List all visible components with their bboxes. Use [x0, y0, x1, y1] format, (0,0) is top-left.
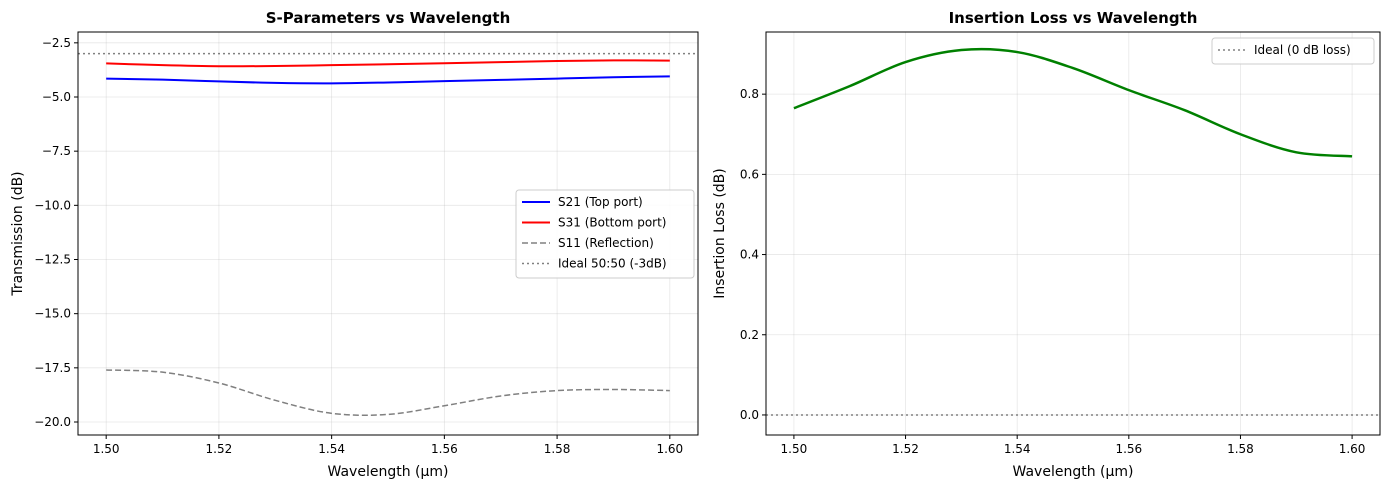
legend-label: S21 (Top port) — [558, 195, 643, 209]
y-tick-label: 0.4 — [740, 248, 759, 262]
y-axis-label: Transmission (dB) — [10, 171, 26, 296]
legend-label: S11 (Reflection) — [558, 236, 654, 250]
plot-area-frame — [77, 31, 699, 436]
y-tick-label: 0.8 — [740, 87, 759, 101]
y-tick-label: −12.5 — [34, 253, 71, 267]
chart-title: S-Parameters vs Wavelength — [266, 9, 511, 27]
x-tick-label: 1.56 — [1115, 442, 1142, 456]
x-tick-label: 1.50 — [93, 442, 120, 456]
y-tick-label: −20.0 — [34, 415, 71, 429]
x-tick-label: 1.58 — [544, 442, 571, 456]
legend-label: Ideal (0 dB loss) — [1254, 43, 1351, 57]
x-tick-label: 1.54 — [318, 442, 345, 456]
y-tick-label: −2.5 — [42, 36, 71, 50]
x-tick-label: 1.50 — [781, 442, 808, 456]
legend: Ideal (0 dB loss) — [1211, 37, 1375, 65]
chart-title: Insertion Loss vs Wavelength — [949, 9, 1198, 27]
x-tick-label: 1.60 — [1339, 442, 1366, 456]
y-tick-label: −7.5 — [42, 144, 71, 158]
legend-label: S31 (Bottom port) — [558, 216, 667, 230]
x-tick-label: 1.52 — [206, 442, 233, 456]
x-tick-label: 1.52 — [892, 442, 919, 456]
x-tick-label: 1.54 — [1004, 442, 1031, 456]
y-axis-label: Insertion Loss (dB) — [712, 168, 728, 299]
y-tick-label: −10.0 — [34, 198, 71, 212]
legend-box — [1211, 37, 1375, 65]
x-tick-label: 1.56 — [431, 442, 458, 456]
legend-box — [515, 189, 695, 279]
series-line-1 — [106, 75, 670, 85]
series-line-2 — [106, 59, 670, 68]
x-tick-label: 1.60 — [656, 442, 683, 456]
y-tick-label: 0.6 — [740, 167, 759, 181]
x-tick-label: 1.58 — [1227, 442, 1254, 456]
y-tick-label: 0.0 — [740, 408, 759, 422]
x-axis-label: Wavelength (μm) — [1013, 464, 1134, 480]
y-tick-label: −5.0 — [42, 90, 71, 104]
chart-1: 1.50 1.52 1.54 1.56 1.58 1.60 −2.5 −5.0 −7.5 −10.… — [10, 9, 699, 480]
x-axis-label: Wavelength (μm) — [328, 464, 449, 480]
series-line-1 — [793, 47, 1353, 158]
y-tick-label: 0.2 — [740, 328, 759, 342]
legend: S21 (Top port) S31 (Bottom port) S11 (Refl… — [515, 189, 695, 279]
series-line-3 — [106, 369, 670, 416]
legend-label: Ideal 50:50 (-3dB) — [558, 257, 667, 271]
plot-area-frame — [765, 31, 1381, 436]
y-tick-label: −17.5 — [34, 361, 71, 375]
y-tick-label: −15.0 — [34, 307, 71, 321]
chart-2: 1.50 1.52 1.54 1.56 1.58 1.60 0.0 0.2 0.4 0.6 0.8 I… — [712, 9, 1381, 480]
